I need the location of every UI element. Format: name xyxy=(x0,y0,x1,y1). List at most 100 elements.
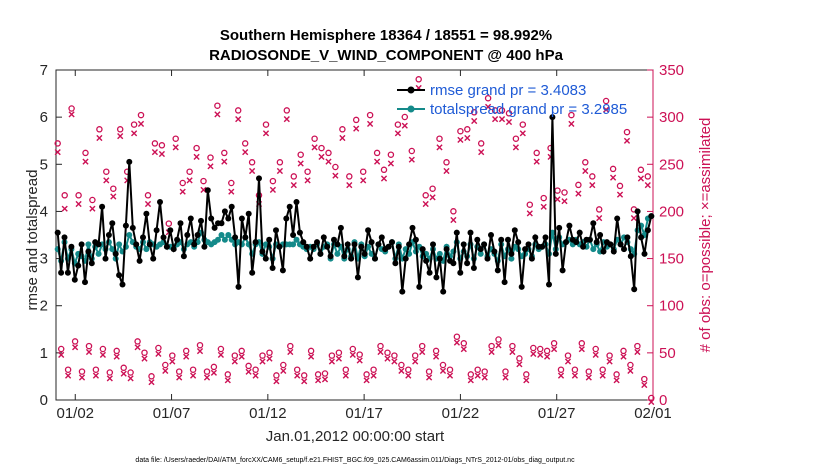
obs-possible-point xyxy=(498,107,506,114)
data-point xyxy=(549,114,556,121)
data-point xyxy=(99,203,106,210)
obs-possible-point xyxy=(332,163,339,171)
x-axis-label: Jan.01,2012 00:00:00 start xyxy=(266,428,445,445)
data-point xyxy=(225,232,232,238)
obs-assimilated-point xyxy=(554,196,561,203)
data-point xyxy=(177,220,184,227)
y-tick-label: 3 xyxy=(40,251,48,268)
obs-possible-point xyxy=(252,366,259,373)
x-tick-label: 01/17 xyxy=(345,405,383,422)
obs-assimilated-point xyxy=(315,377,322,384)
obs-assimilated-point xyxy=(457,136,464,143)
obs-assimilated-point xyxy=(68,111,75,118)
data-point xyxy=(174,236,181,243)
obs-assimilated-point xyxy=(596,215,603,222)
legend-spread-marker xyxy=(407,105,415,113)
obs-possible-point xyxy=(432,347,440,355)
obs-assimilated-point xyxy=(238,353,245,360)
data-point xyxy=(204,187,211,194)
obs-assimilated-point xyxy=(179,188,186,195)
obs-assimilated-point xyxy=(72,344,79,351)
chart-title: Southern Hemisphere 18364 / 18551 = 98.9… xyxy=(220,27,552,44)
data-point xyxy=(279,267,286,274)
obs-assimilated-point xyxy=(412,358,419,365)
obs-assimilated-point xyxy=(599,372,606,379)
obs-possible-point xyxy=(221,149,228,157)
obs-assimilated-point xyxy=(467,377,474,384)
obs-possible-point xyxy=(169,352,176,359)
data-point xyxy=(419,246,426,253)
data-point xyxy=(518,283,525,290)
obs-possible-point xyxy=(134,338,141,345)
obs-assimilated-point xyxy=(387,160,394,167)
obs-possible-point xyxy=(516,355,523,362)
obs-possible-point xyxy=(609,165,617,173)
data-point xyxy=(481,241,488,248)
data-point xyxy=(157,199,163,205)
obs-assimilated-point xyxy=(158,150,165,158)
obs-possible-point xyxy=(589,173,596,180)
obs-possible-point xyxy=(533,149,540,157)
x-tick-label: 01/27 xyxy=(538,405,576,422)
obs-assimilated-point xyxy=(634,348,641,356)
obs-possible-point xyxy=(57,345,65,353)
data-point xyxy=(498,236,505,243)
series-layer xyxy=(54,76,655,406)
data-point xyxy=(416,283,423,290)
obs-assimilated-point xyxy=(283,116,290,123)
obs-possible-point xyxy=(356,351,363,358)
obs-possible-point xyxy=(248,159,256,166)
obs-assimilated-point xyxy=(127,375,134,382)
data-point xyxy=(143,246,150,253)
obs-assimilated-point xyxy=(564,358,572,365)
obs-assimilated-point xyxy=(492,116,499,123)
obs-assimilated-point xyxy=(196,348,204,355)
obs-assimilated-point xyxy=(478,149,485,156)
obs-assimilated-point xyxy=(120,370,127,377)
data-point xyxy=(440,288,447,295)
data-point xyxy=(426,269,433,276)
obs-possible-point xyxy=(290,173,298,180)
obs-possible-point xyxy=(505,110,513,117)
data-point xyxy=(641,250,648,257)
obs-possible-point xyxy=(182,347,190,355)
data-point xyxy=(300,239,307,246)
data-point xyxy=(167,227,174,234)
data-point xyxy=(266,236,273,243)
obs-possible-point xyxy=(179,179,186,187)
obs-assimilated-point xyxy=(318,153,325,160)
obs-possible-point xyxy=(61,192,68,199)
data-point xyxy=(453,229,460,236)
obs-assimilated-point xyxy=(117,133,124,140)
data-point xyxy=(95,250,102,257)
obs-assimilated-point xyxy=(169,358,176,365)
obs-assimilated-point xyxy=(603,106,610,113)
data-point xyxy=(385,243,392,250)
obs-assimilated-point xyxy=(311,144,318,151)
obs-assimilated-point xyxy=(183,353,190,360)
obs-possible-point xyxy=(172,135,179,142)
obs-possible-point xyxy=(120,364,127,372)
obs-assimilated-point xyxy=(429,194,436,201)
data-point xyxy=(232,234,239,241)
obs-assimilated-point xyxy=(433,353,440,360)
obs-assimilated-point xyxy=(592,351,599,358)
obs-assimilated-point xyxy=(186,177,193,184)
obs-assimilated-point xyxy=(245,368,252,375)
obs-possible-point xyxy=(408,147,416,155)
data-point xyxy=(228,203,235,210)
obs-possible-point xyxy=(578,340,586,347)
obs-possible-point xyxy=(359,168,367,175)
obs-possible-point xyxy=(443,159,450,166)
obs-assimilated-point xyxy=(176,374,183,381)
y-right-tick-label: 100 xyxy=(659,298,684,315)
obs-assimilated-point xyxy=(137,120,145,127)
obs-assimilated-point xyxy=(516,361,523,368)
obs-possible-point xyxy=(620,347,627,355)
data-point xyxy=(85,241,92,248)
y-right-tick-label: 200 xyxy=(659,203,684,220)
obs-assimilated-point xyxy=(325,158,332,165)
obs-assimilated-point xyxy=(141,355,148,362)
obs-assimilated-point xyxy=(85,348,93,356)
data-point xyxy=(576,229,583,236)
